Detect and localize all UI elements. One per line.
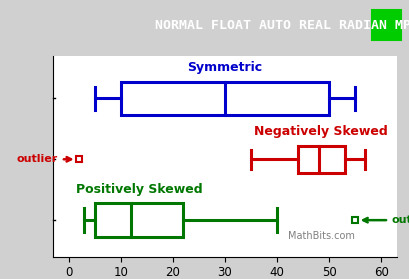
Text: Symmetric: Symmetric [187, 61, 263, 74]
Bar [298, 146, 345, 173]
Text: NORMAL FLOAT AUTO REAL RADIAN MP: NORMAL FLOAT AUTO REAL RADIAN MP [155, 19, 409, 32]
Bar [95, 203, 183, 237]
Text: Negatively Skewed: Negatively Skewed [254, 125, 388, 138]
Text: outlier: outlier [17, 154, 71, 164]
Bar [121, 82, 329, 115]
FancyBboxPatch shape [372, 10, 401, 40]
Text: Positively Skewed: Positively Skewed [76, 183, 202, 196]
Text: MathBits.com: MathBits.com [288, 231, 355, 240]
Text: outlier: outlier [363, 215, 409, 225]
